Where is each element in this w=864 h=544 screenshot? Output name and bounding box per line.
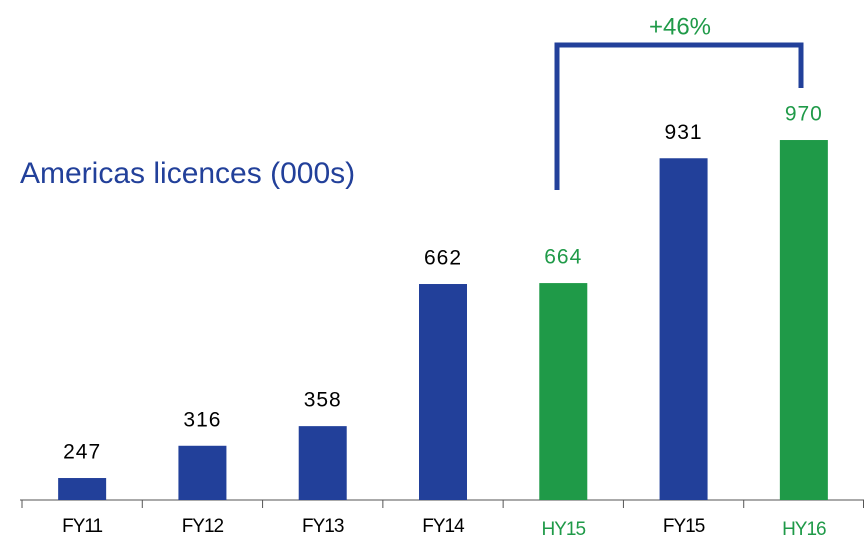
x-tick-label: FY14: [422, 516, 465, 537]
bar: [659, 158, 708, 500]
x-tick-label: FY11: [62, 516, 102, 537]
bar: [779, 140, 828, 500]
x-tick-label: HY15: [542, 519, 586, 540]
x-tick-label: FY12: [182, 516, 224, 537]
value-label: 662: [424, 247, 462, 270]
value-label: 970: [785, 103, 823, 126]
growth-annotation: +46%: [649, 13, 711, 40]
value-label: 316: [183, 408, 221, 431]
bar: [178, 445, 227, 500]
chart-title: Americas licences (000s): [20, 157, 355, 190]
bar: [539, 283, 588, 500]
x-tick-label: HY16: [782, 519, 826, 540]
value-label: 931: [665, 121, 703, 144]
bar: [419, 284, 467, 500]
value-label: 664: [544, 246, 582, 269]
growth-bracket: [554, 42, 804, 190]
value-label: 247: [63, 441, 101, 464]
x-tick-label: FY15: [663, 516, 705, 537]
value-label: 358: [304, 389, 342, 412]
x-tick-label: FY13: [302, 516, 344, 537]
bar: [58, 478, 107, 500]
bar: [298, 426, 347, 500]
